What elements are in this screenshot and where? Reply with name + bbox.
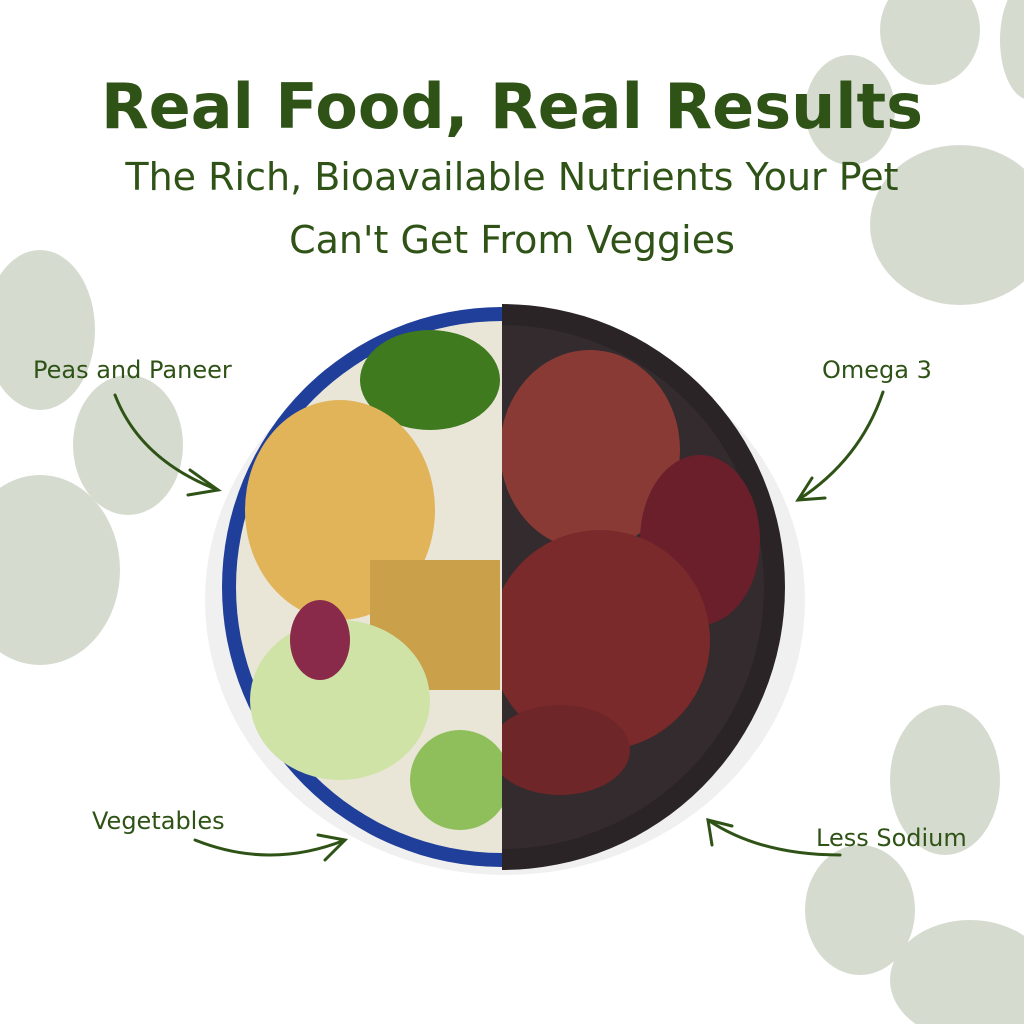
paw-print-icon (0, 250, 183, 665)
label-omega-3: Omega 3 (822, 356, 932, 384)
label-vegetables: Vegetables (92, 807, 225, 835)
vegetable-half (222, 307, 502, 867)
label-peas-and-paneer: Peas and Paneer (33, 356, 232, 384)
paw-print-icon (805, 0, 1024, 305)
subtitle-line-1: The Rich, Bioavailable Nutrients Your Pe… (125, 155, 899, 199)
page-title: Real Food, Real Results (100, 70, 924, 143)
paw-print-icon (805, 705, 1024, 1024)
food-bowl (205, 304, 805, 875)
curved-arrow-icon (113, 393, 222, 497)
curved-arrow-icon (193, 833, 349, 862)
curved-arrow-icon (706, 817, 842, 857)
meat-half (502, 304, 785, 870)
curved-arrow-icon (795, 390, 885, 502)
subtitle-line-2: Can't Get From Veggies (289, 218, 735, 262)
label-less-sodium: Less Sodium (816, 824, 967, 852)
